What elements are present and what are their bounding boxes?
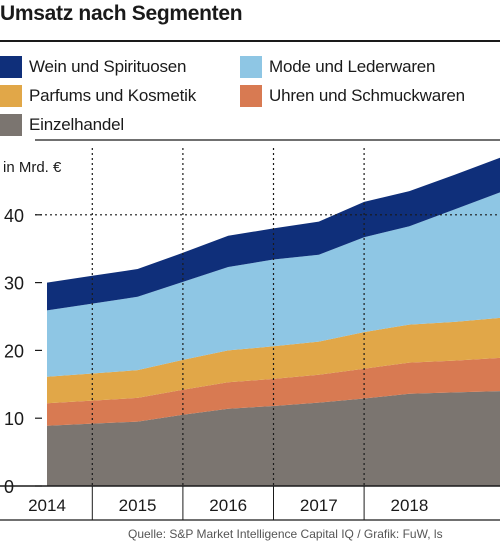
y-tick-label: 20 [4, 341, 24, 361]
area-series-parfums [47, 317, 500, 404]
x-tick-label: 2016 [209, 496, 247, 515]
legend-item-uhren: Uhren und Schmuckwaren [240, 84, 465, 108]
legend-swatch-einzelhandel [0, 114, 22, 136]
y-tick-label: 10 [4, 409, 24, 429]
y-tick-label: 0 [4, 477, 14, 497]
legend-item-einzelhandel: Einzelhandel [0, 113, 124, 137]
y-tick-label: 40 [4, 206, 24, 226]
legend-item-parfums: Parfums und Kosmetik [0, 84, 196, 108]
area-layer [47, 157, 500, 486]
source-note: Quelle: S&P Market Intelligence Capital … [128, 527, 443, 541]
y-tick-label: 30 [4, 274, 24, 294]
area-series-uhren [47, 357, 500, 426]
legend-label-einzelhandel: Einzelhandel [29, 115, 124, 134]
grid-layer [35, 148, 500, 486]
legend-swatch-mode [240, 56, 262, 78]
legend-label-parfums: Parfums und Kosmetik [29, 86, 197, 105]
x-tick-label: 2015 [119, 496, 157, 515]
title-rule [0, 40, 500, 42]
chart-title: Umsatz nach Segmenten [0, 2, 243, 25]
x-tick-label: 2014 [28, 496, 66, 515]
x-tick-label: 2017 [300, 496, 338, 515]
legend-label-mode: Mode und Lederwaren [269, 57, 436, 76]
x-tick-label: 2018 [390, 496, 428, 515]
legend-swatch-wein [0, 56, 22, 78]
legend-swatch-parfums [0, 85, 22, 107]
legend-label-uhren: Uhren und Schmuckwaren [269, 86, 465, 105]
legend-item-wein: Wein und Spirituosen [0, 55, 186, 79]
legend-swatch-uhren [240, 85, 262, 107]
y-axis-unit-label: in Mrd. € [3, 159, 62, 176]
axis-layer: 0 10 20 30 40 2014 2015 2016 2017 2018 [0, 139, 500, 521]
legend-item-mode: Mode und Lederwaren [240, 55, 436, 79]
legend-label-wein: Wein und Spirituosen [29, 57, 187, 76]
